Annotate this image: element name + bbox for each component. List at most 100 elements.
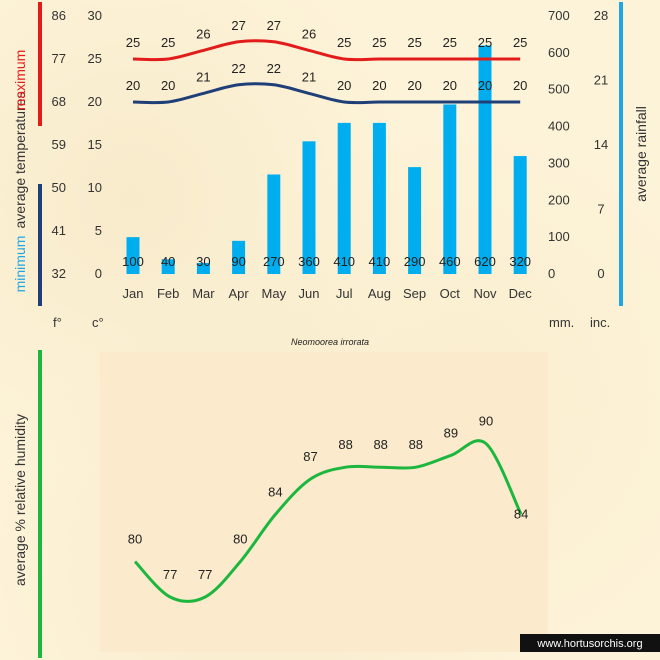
temperature-data-label: 22 (231, 61, 245, 76)
watermark-background (520, 634, 660, 652)
average-humidity-label: average % relative humidity (12, 414, 28, 586)
temperature-data-label: 20 (372, 78, 386, 93)
month-tick-label: Sep (403, 286, 426, 301)
rainfall-mm-tick-label: 400 (548, 119, 570, 134)
rainfall-data-label: 460 (439, 254, 461, 269)
rainfall-inch-tick-label: 0 (597, 266, 604, 281)
humidity-data-label: 90 (479, 414, 493, 429)
watermark-text: www.hortusorchis.org (536, 638, 642, 650)
fahrenheit-tick-label: 50 (52, 180, 66, 195)
unit-millimeters: mm. (549, 315, 574, 330)
average-rainfall-label: average rainfall (633, 106, 649, 202)
rainfall-data-label: 270 (263, 254, 285, 269)
rainfall-mm-tick-label: 600 (548, 45, 570, 60)
humidity-data-label: 84 (268, 484, 282, 499)
humidity-data-label: 77 (198, 567, 212, 582)
temperature-data-label: 20 (443, 78, 457, 93)
rainfall-bar (372, 122, 386, 274)
celsius-tick-label: 30 (88, 8, 102, 23)
rainfall-data-label: 40 (161, 254, 175, 269)
celsius-tick-label: 15 (88, 137, 102, 152)
humidity-data-label: 80 (128, 532, 142, 547)
temperature-data-label: 20 (407, 78, 421, 93)
temperature-data-label: 22 (267, 61, 281, 76)
fahrenheit-tick-label: 77 (52, 51, 66, 66)
rainfall-data-label: 30 (196, 254, 210, 269)
rainfall-bar (126, 237, 140, 274)
month-tick-label: Jun (299, 286, 320, 301)
month-tick-label: Oct (440, 286, 461, 301)
temperature-data-label: 20 (126, 78, 140, 93)
humidity-data-label: 77 (163, 567, 177, 582)
month-tick-label: Mar (192, 286, 215, 301)
rainfall-inch-tick-label: 14 (594, 137, 608, 152)
temperature-data-label: 21 (302, 69, 316, 84)
minimum-label: minimum (12, 236, 28, 293)
rainfall-mm-tick-label: 100 (548, 229, 570, 244)
temperature-data-label: 27 (231, 18, 245, 33)
maximum-temperature-line (132, 39, 521, 62)
celsius-tick-label: 20 (88, 94, 102, 109)
temperature-data-label: 25 (161, 35, 175, 50)
temperature-data-label: 20 (337, 78, 351, 93)
unit-inches: inc. (590, 315, 610, 330)
month-tick-label: Feb (157, 286, 179, 301)
rainfall-bar (232, 240, 246, 274)
rainfall-bar (302, 141, 316, 274)
temperature-data-label: 25 (337, 35, 351, 50)
rainfall-bar (161, 259, 175, 274)
month-tick-label: Apr (228, 286, 249, 301)
fahrenheit-tick-label: 32 (52, 266, 66, 281)
temperature-data-label: 20 (161, 78, 175, 93)
rainfall-data-label: 90 (231, 254, 245, 269)
rainfall-bar (443, 104, 457, 274)
rainfall-data-label: 100 (122, 254, 144, 269)
temperature-data-label: 25 (443, 35, 457, 50)
rainfall-data-label: 290 (404, 254, 426, 269)
temperature-data-label: 21 (196, 69, 210, 84)
celsius-tick-label: 0 (95, 266, 102, 281)
rainfall-bar (267, 174, 281, 274)
average-temperatures-label: average temperatures (12, 92, 28, 229)
month-tick-label: Nov (473, 286, 497, 301)
maximum-label: maximum (12, 50, 28, 111)
rainfall-mm-tick-label: 300 (548, 155, 570, 170)
temperature-data-label: 25 (372, 35, 386, 50)
rainfall-inch-tick-label: 28 (594, 8, 608, 23)
unit-celsius: c° (92, 315, 104, 330)
month-tick-label: Dec (509, 286, 533, 301)
rainfall-mm-tick-label: 200 (548, 192, 570, 207)
temperature-data-label: 26 (196, 26, 210, 41)
month-tick-label: Jan (123, 286, 144, 301)
humidity-data-label: 88 (409, 437, 423, 452)
rainfall-data-label: 410 (369, 254, 391, 269)
rainfall-bar (513, 156, 527, 274)
humidity-line (133, 439, 523, 603)
rainfall-data-label: 620 (474, 254, 496, 269)
humidity-data-label: 84 (514, 506, 528, 521)
humidity-data-label: 89 (444, 425, 458, 440)
celsius-tick-label: 5 (95, 223, 102, 238)
temperature-data-label: 25 (407, 35, 421, 50)
rainfall-inch-tick-label: 7 (597, 202, 604, 217)
month-tick-label: May (262, 286, 287, 301)
rainfall-mm-tick-label: 500 (548, 82, 570, 97)
rainfall-data-label: 360 (298, 254, 320, 269)
unit-fahrenheit: f° (53, 315, 62, 330)
temperature-data-label: 25 (513, 35, 527, 50)
temperature-data-label: 20 (513, 78, 527, 93)
humidity-data-label: 88 (338, 437, 352, 452)
rainfall-bar (408, 167, 422, 274)
humidity-data-label: 87 (303, 449, 317, 464)
celsius-tick-label: 10 (88, 180, 102, 195)
temperature-data-label: 20 (478, 78, 492, 93)
fahrenheit-tick-label: 59 (52, 137, 66, 152)
temperature-data-label: 25 (478, 35, 492, 50)
temperature-data-label: 25 (126, 35, 140, 50)
fahrenheit-tick-label: 86 (52, 8, 66, 23)
humidity-data-label: 88 (373, 437, 387, 452)
rainfall-bar (337, 122, 351, 274)
minimum-temperature-line (132, 82, 521, 105)
fahrenheit-tick-label: 41 (52, 223, 66, 238)
